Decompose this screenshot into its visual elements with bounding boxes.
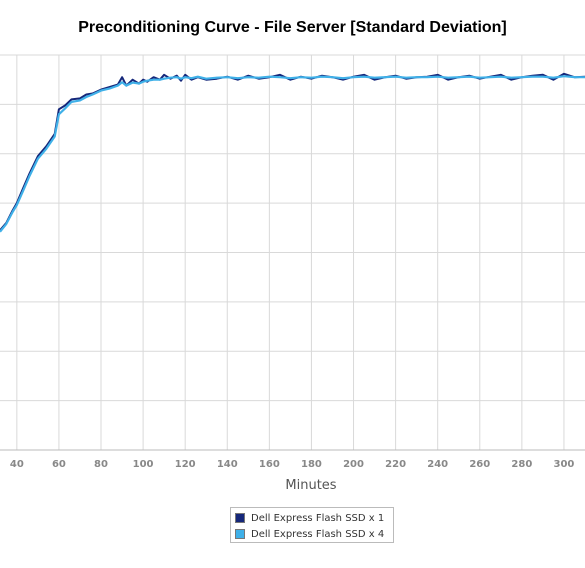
legend: Dell Express Flash SSD x 1 Dell Express … [230,507,394,543]
x-tick-label: 120 [175,459,196,470]
x-tick-labels: 40 60 80 100 120 140 160 180 200 220 240 260 280 300 [10,459,575,470]
series-line-2 [0,75,585,233]
x-tick-label: 40 [10,459,24,470]
x-tick-label: 160 [259,459,280,470]
series-lines [0,72,585,233]
x-axis-title: Minutes [285,478,337,493]
x-tick-label: 180 [301,459,322,470]
chart-title: Preconditioning Curve - File Server [Sta… [78,19,507,36]
x-tick-label: 100 [133,459,154,470]
x-tick-label: 240 [427,459,448,470]
x-tick-label: 200 [343,459,364,470]
legend-swatch-series-2 [235,529,245,539]
legend-swatch-series-1 [235,513,245,523]
x-tick-label: 300 [554,459,575,470]
legend-label: Dell Express Flash SSD x 4 [251,528,385,540]
x-tick-label: 80 [94,459,108,470]
x-tick-label: 260 [469,459,490,470]
x-tick-label: 220 [385,459,406,470]
x-tick-label: 140 [217,459,238,470]
x-tick-label: 60 [52,459,66,470]
grid [0,54,585,450]
legend-label: Dell Express Flash SSD x 1 [251,512,385,524]
legend-item-series-1[interactable]: Dell Express Flash SSD x 1 [235,510,393,526]
x-tick-label: 280 [511,459,532,470]
legend-item-series-2[interactable]: Dell Express Flash SSD x 4 [235,526,393,542]
